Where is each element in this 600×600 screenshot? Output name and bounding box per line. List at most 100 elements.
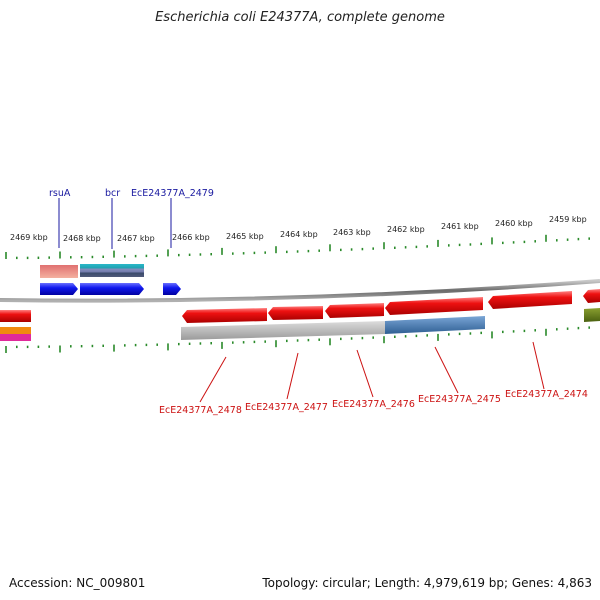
minor-tick (372, 247, 374, 250)
minor-tick (523, 240, 526, 244)
gene-label-2479[interactable]: EcE24377A_2479 (131, 188, 214, 199)
gene-arrow-reverse[interactable] (488, 291, 572, 309)
minor-tick (242, 252, 245, 255)
minor-tick (102, 255, 104, 258)
feature-strip-cyan (80, 264, 144, 277)
minor-tick (70, 345, 72, 348)
minor-tick (340, 248, 342, 252)
major-tick (167, 343, 169, 351)
feature-strip-magenta (0, 334, 31, 341)
minor-tick (426, 245, 428, 248)
minor-tick (350, 248, 353, 251)
minor-tick (264, 251, 266, 254)
major-tick (545, 234, 547, 242)
gene-arrow-reverse[interactable] (325, 303, 384, 318)
minor-tick (394, 335, 396, 338)
outer-scale-ticks (5, 234, 590, 260)
gene-arrow-reverse[interactable] (583, 289, 600, 303)
minor-tick (210, 253, 212, 256)
major-tick (5, 252, 7, 259)
minor-tick (372, 336, 374, 339)
minor-tick (394, 246, 396, 249)
minor-tick (588, 237, 590, 240)
feature-strip-salmon (40, 265, 78, 278)
minor-tick (264, 340, 266, 343)
gene-arrow-forward[interactable] (163, 283, 181, 295)
major-tick (545, 328, 547, 336)
major-tick (275, 340, 277, 348)
minor-tick (534, 240, 536, 243)
minor-tick (415, 245, 418, 249)
minor-tick (91, 255, 94, 259)
scale-label: 2463 kbp (333, 228, 371, 237)
major-tick (383, 242, 385, 250)
leader-line (199, 356, 227, 403)
leader-line (532, 341, 545, 390)
gene-arrow-reverse[interactable] (268, 306, 323, 320)
minor-tick (102, 344, 104, 347)
minor-tick (199, 342, 202, 345)
gene-label-2476[interactable]: EcE24377A_2476 (332, 399, 415, 410)
minor-tick (26, 256, 29, 260)
gene-label-2478[interactable]: EcE24377A_2478 (159, 405, 242, 416)
minor-tick (566, 238, 569, 241)
major-tick (329, 244, 331, 252)
gene-label-bcr[interactable]: bcr (105, 188, 120, 199)
minor-tick (512, 241, 515, 244)
gene-arrow-reverse[interactable] (385, 297, 483, 315)
major-tick (383, 336, 385, 344)
minor-tick (80, 345, 83, 348)
minor-tick (318, 338, 320, 341)
minor-tick (469, 243, 472, 246)
minor-tick (415, 334, 418, 338)
scale-labels: 2469 kbp 2468 kbp 2467 kbp 2466 kbp 2465… (10, 215, 587, 243)
gene-label-rsuA[interactable]: rsuA (49, 188, 71, 199)
minor-tick (350, 337, 353, 340)
minor-tick (340, 337, 342, 341)
gene-label-2477[interactable]: EcE24377A_2477 (245, 402, 328, 413)
minor-tick (232, 252, 234, 255)
feature-strip-steel (385, 316, 485, 334)
minor-tick (361, 247, 364, 251)
minor-tick (307, 249, 310, 253)
minor-tick (404, 335, 407, 338)
minor-tick (566, 327, 569, 330)
leader-line (286, 352, 299, 400)
minor-tick (70, 256, 72, 259)
gene-label-2474[interactable]: EcE24377A_2474 (505, 389, 588, 400)
minor-tick (156, 254, 158, 257)
gene-arrow-reverse[interactable] (182, 308, 267, 323)
major-tick (491, 331, 493, 339)
minor-tick (448, 333, 450, 336)
major-tick (437, 239, 439, 247)
minor-tick (80, 256, 83, 259)
minor-tick (502, 241, 504, 245)
gene-arrow-forward[interactable] (80, 283, 144, 295)
minor-tick (523, 329, 526, 333)
major-tick (59, 251, 61, 259)
major-tick (491, 237, 493, 245)
minor-tick (458, 332, 461, 336)
gene-arrow-forward[interactable] (40, 283, 78, 295)
minor-tick (253, 251, 256, 255)
minor-tick (286, 250, 288, 254)
minor-tick (134, 343, 137, 347)
scale-label: 2465 kbp (226, 232, 264, 241)
minor-tick (48, 256, 50, 259)
leader-line (356, 349, 374, 398)
minor-tick (178, 253, 180, 257)
minor-tick (296, 250, 299, 253)
scale-label: 2462 kbp (387, 225, 425, 234)
gene-label-2475[interactable]: EcE24377A_2475 (418, 394, 501, 405)
scale-label: 2469 kbp (10, 233, 48, 242)
minor-tick (588, 326, 590, 329)
minor-tick (232, 341, 234, 344)
minor-tick (145, 343, 148, 347)
minor-tick (361, 336, 364, 340)
gene-arrow-reverse[interactable] (0, 310, 31, 322)
leader-line (434, 346, 459, 394)
minor-tick (16, 345, 18, 349)
minor-tick (512, 330, 515, 333)
minor-tick (534, 329, 536, 332)
